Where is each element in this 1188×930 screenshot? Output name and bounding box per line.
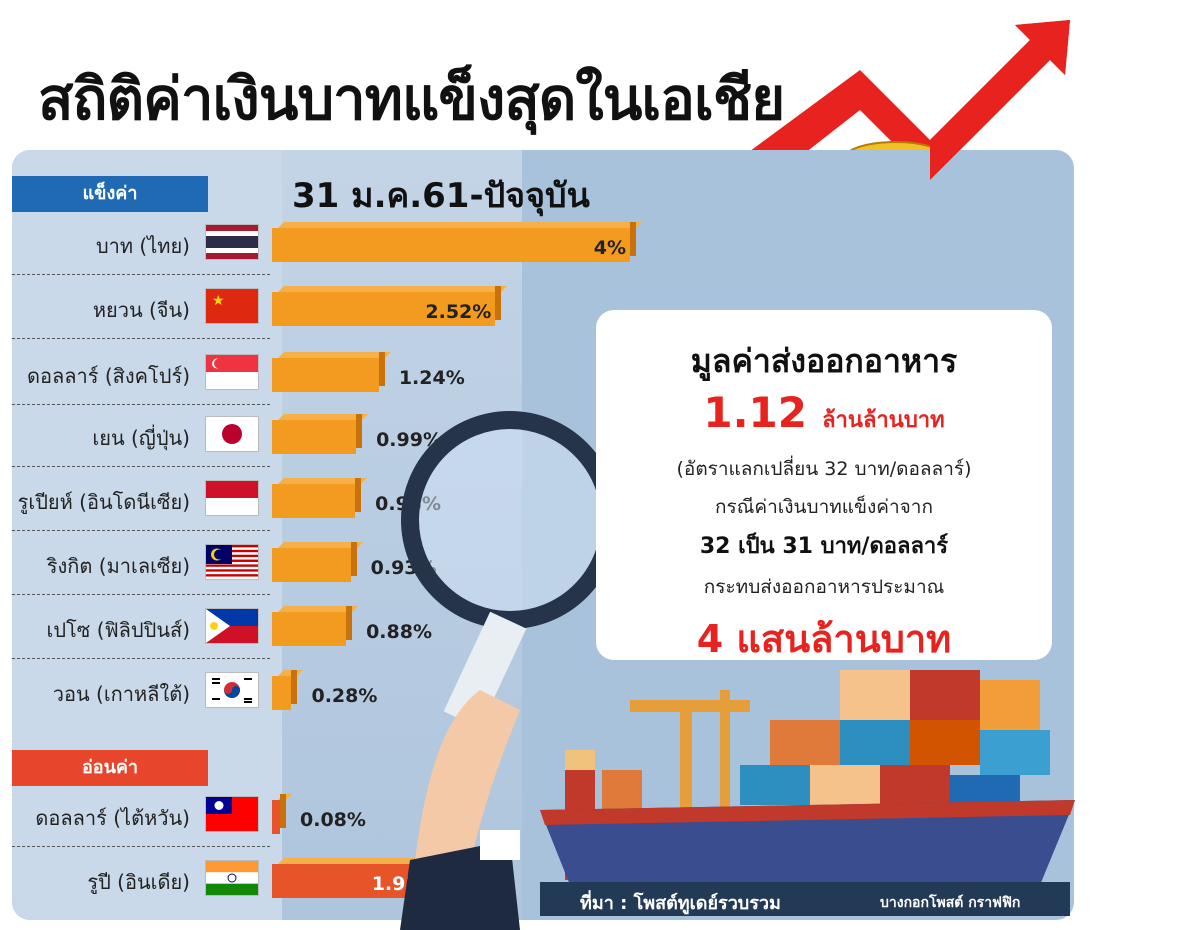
card-heading: มูลค่าส่งออกอาหาร — [690, 342, 958, 380]
category-label: วอน (เกาหลีใต้) — [52, 682, 190, 706]
case-line: กรณีค่าเงินบาทแข็งค่าจาก — [715, 496, 933, 518]
philippines-flag — [206, 609, 258, 643]
indonesia-flag — [206, 481, 258, 515]
category-label: หยวน (จีน) — [92, 298, 190, 322]
taiwan-flag — [206, 797, 258, 831]
value-label: 1.24% — [398, 367, 465, 389]
strong-group-tag: แข็งค่า — [12, 176, 208, 212]
amount-number: 1.12 — [703, 388, 807, 437]
chart-title: 31 ม.ค.61-ปัจจุบัน — [292, 176, 590, 216]
arrow-overlay-icon — [930, 20, 1070, 180]
category-label: รูปี (อินเดีย) — [87, 870, 190, 894]
category-label: ริงกิต (มาเลเซีย) — [46, 554, 190, 578]
row-separator — [12, 594, 270, 595]
export-info-card: มูลค่าส่งออกอาหาร 1.12 ล้านล้านบาท (อัตร… — [596, 310, 1052, 661]
row-separator — [12, 338, 270, 339]
svg-text:★: ★ — [212, 293, 225, 309]
footer-bar — [540, 882, 1070, 916]
weak-group-tag: อ่อนค่า — [12, 750, 208, 786]
bar — [272, 478, 368, 518]
graphic-credit: บางกอกโพสต์ กราฟฟิก — [880, 895, 1021, 911]
bar — [272, 670, 304, 710]
case-change: 32 เป็น 31 บาท/ดอลลาร์ — [699, 534, 949, 559]
row-separator — [12, 404, 270, 405]
bar — [272, 222, 642, 262]
value-label: 4% — [593, 237, 626, 259]
row-separator — [12, 846, 270, 847]
singapore-flag — [206, 355, 258, 389]
value-label: 2.52% — [425, 301, 492, 323]
china-flag: ★ — [206, 289, 258, 323]
bar — [272, 352, 391, 392]
impact-line: กระทบส่งออกอาหารประมาณ — [703, 576, 945, 598]
row-separator — [12, 530, 270, 531]
impact-value: 4 แสนล้านบาท — [696, 617, 952, 661]
value-label: 0.88% — [366, 621, 432, 643]
bar — [272, 606, 359, 646]
thailand-flag — [206, 225, 258, 259]
india-flag — [206, 861, 258, 895]
cargo-ship-icon — [540, 670, 1075, 885]
category-label: เปโซ (ฟิลิปปินส์) — [46, 618, 191, 642]
value-label: 0.99% — [376, 429, 442, 451]
bar — [272, 414, 369, 454]
row-separator — [12, 274, 270, 275]
export-amount: 1.12 ล้านล้านบาท — [596, 388, 1052, 437]
bar — [272, 286, 508, 326]
category-label: เยน (ญี่ปุ่น) — [92, 426, 190, 450]
japan-flag — [206, 417, 258, 451]
page-title: สถิติค่าเงินบาทแข็งสุดในเอเชีย — [38, 65, 785, 133]
row-separator — [12, 466, 270, 467]
magnifying-glass-icon — [400, 411, 619, 930]
rate-note: (อัตราแลกเปลี่ยน 32 บาท/ดอลลาร์) — [676, 458, 972, 480]
bar — [272, 542, 363, 582]
value-label: 0.08% — [300, 809, 366, 831]
bar — [272, 794, 292, 834]
malaysia-flag — [206, 545, 258, 579]
category-label: บาท (ไทย) — [95, 234, 190, 258]
amount-unit: ล้านล้านบาท — [822, 408, 945, 433]
source-note: ที่มา : โพสต์ทูเดย์รวบรวม — [580, 893, 781, 914]
category-label: ดอลลาร์ (สิงคโปร์) — [27, 364, 190, 388]
label-column — [12, 150, 282, 920]
south-korea-flag — [206, 673, 258, 707]
category-label: รูเปียห์ (อินโดนีเซีย) — [17, 490, 190, 514]
category-label: ดอลลาร์ (ไต้หวัน) — [35, 806, 190, 830]
row-separator — [12, 658, 270, 659]
value-label: 0.28% — [311, 685, 378, 707]
